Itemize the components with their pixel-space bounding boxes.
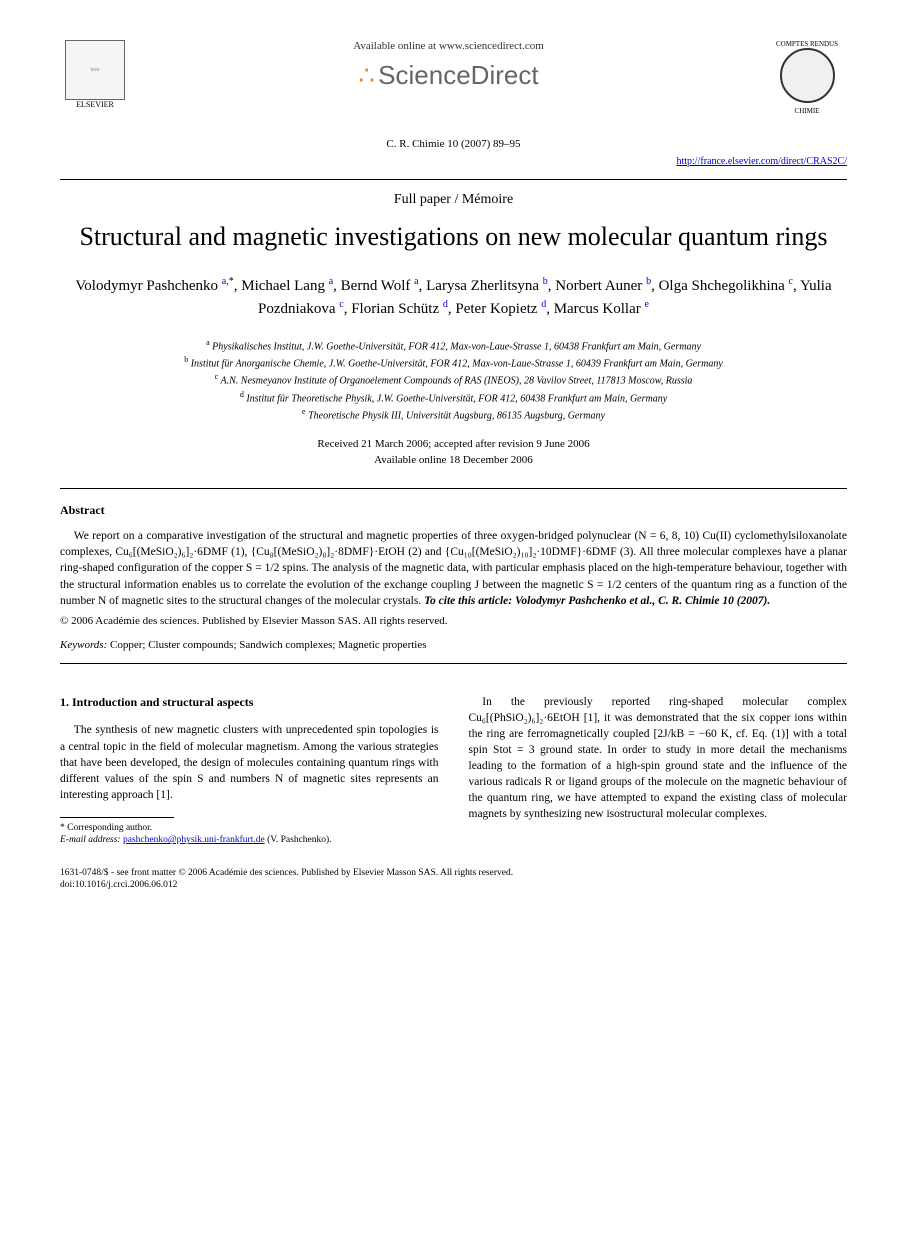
abstract-heading: Abstract bbox=[60, 503, 847, 518]
email-label: E-mail address: bbox=[60, 835, 121, 845]
paper-title: Structural and magnetic investigations o… bbox=[60, 220, 847, 254]
elsevier-tree-icon: tree bbox=[65, 40, 125, 100]
issn-line: 1631-0748/$ - see front matter © 2006 Ac… bbox=[60, 867, 847, 879]
cite-this-article: To cite this article: Volodymyr Pashchen… bbox=[424, 595, 770, 607]
keywords-text: Copper; Cluster compounds; Sandwich comp… bbox=[110, 639, 427, 651]
keywords: Keywords: Copper; Cluster compounds; San… bbox=[60, 639, 847, 651]
left-column: 1. Introduction and structural aspects T… bbox=[60, 694, 439, 847]
sciencedirect-center: Available online at www.sciencedirect.co… bbox=[130, 40, 767, 91]
journal-seal-icon bbox=[780, 48, 835, 103]
online-date: Available online 18 December 2006 bbox=[60, 453, 847, 468]
elsevier-logo: tree ELSEVIER bbox=[60, 40, 130, 120]
citation-line: C. R. Chimie 10 (2007) 89–95 bbox=[60, 138, 847, 150]
sciencedirect-logo: ∴ ScienceDirect bbox=[130, 60, 767, 91]
abstract-copyright: © 2006 Académie des sciences. Published … bbox=[60, 615, 847, 627]
affiliation-e: e Theoretische Physik III, Universität A… bbox=[60, 406, 847, 423]
authors-list: Volodymyr Pashchenko a,*, Michael Lang a… bbox=[60, 274, 847, 321]
elsevier-label: ELSEVIER bbox=[76, 100, 114, 109]
received-date: Received 21 March 2006; accepted after r… bbox=[60, 437, 847, 452]
journal-top-label: COMPTES RENDUS bbox=[776, 40, 838, 48]
header-rule bbox=[60, 179, 847, 180]
doi-line: doi:10.1016/j.crci.2006.06.012 bbox=[60, 879, 847, 891]
email-line: E-mail address: pashchenko@physik.uni-fr… bbox=[60, 834, 439, 846]
sd-brand-text: ScienceDirect bbox=[378, 60, 538, 90]
publication-dates: Received 21 March 2006; accepted after r… bbox=[60, 437, 847, 468]
intro-paragraph-2: In the previously reported ring-shaped m… bbox=[469, 694, 848, 823]
right-column: In the previously reported ring-shaped m… bbox=[469, 694, 848, 847]
corresponding-author-label: * Corresponding author. bbox=[60, 822, 439, 834]
header-row: tree ELSEVIER Available online at www.sc… bbox=[60, 40, 847, 130]
section-1-heading: 1. Introduction and structural aspects bbox=[60, 694, 439, 711]
affiliation-d: d Institut für Theoretische Physik, J.W.… bbox=[60, 389, 847, 406]
corresponding-email-link[interactable]: pashchenko@physik.uni-frankfurt.de bbox=[123, 835, 265, 845]
journal-logo: COMPTES RENDUS CHIMIE bbox=[767, 40, 847, 130]
available-online-text: Available online at www.sciencedirect.co… bbox=[130, 40, 767, 52]
intro-paragraph-1: The synthesis of new magnetic clusters w… bbox=[60, 722, 439, 802]
paper-type: Full paper / Mémoire bbox=[60, 192, 847, 208]
body-two-column: 1. Introduction and structural aspects T… bbox=[60, 694, 847, 847]
affiliations: a Physikalisches Institut, J.W. Goethe-U… bbox=[60, 337, 847, 424]
abstract-rule-top bbox=[60, 488, 847, 489]
abstract-text: We report on a comparative investigation… bbox=[60, 528, 847, 608]
bottom-info: 1631-0748/$ - see front matter © 2006 Ac… bbox=[60, 867, 847, 892]
abstract-rule-bottom bbox=[60, 663, 847, 664]
keywords-label: Keywords: bbox=[60, 639, 107, 651]
affiliation-a: a Physikalisches Institut, J.W. Goethe-U… bbox=[60, 337, 847, 354]
affiliation-c: c A.N. Nesmeyanov Institute of Organoele… bbox=[60, 371, 847, 388]
corresponding-footnote: * Corresponding author. E-mail address: … bbox=[60, 822, 439, 847]
journal-url-link[interactable]: http://france.elsevier.com/direct/CRAS2C… bbox=[60, 156, 847, 167]
sd-dots-icon: ∴ bbox=[358, 60, 378, 90]
affiliation-b: b Institut für Anorganische Chemie, J.W.… bbox=[60, 354, 847, 371]
email-name: (V. Pashchenko). bbox=[267, 835, 331, 845]
footnote-separator bbox=[60, 817, 174, 818]
journal-bottom-label: CHIMIE bbox=[795, 107, 820, 115]
